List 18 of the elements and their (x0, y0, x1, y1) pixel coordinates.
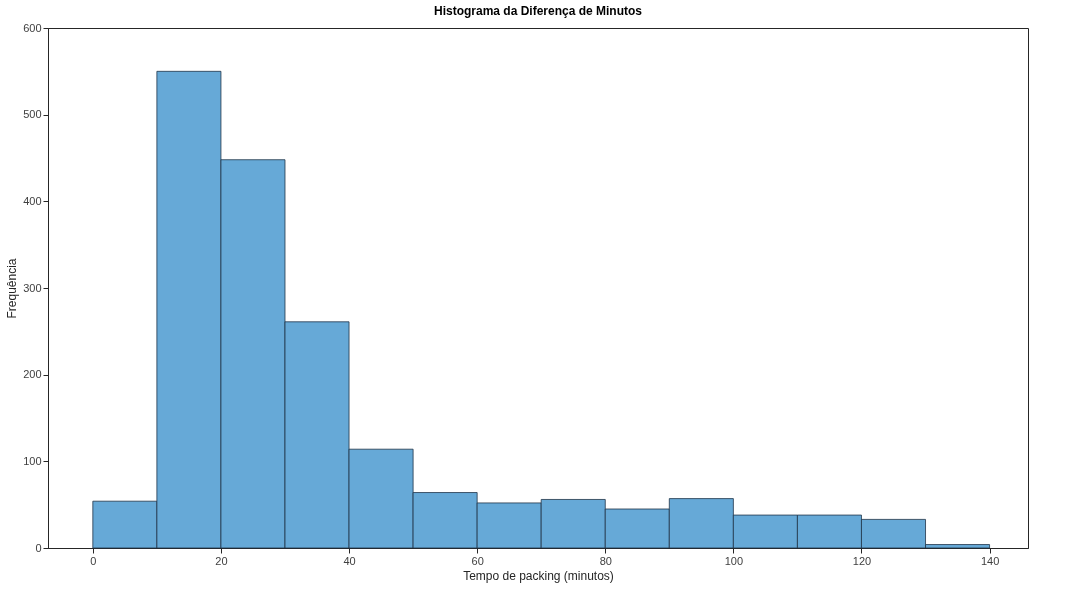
x-tick-label: 80 (599, 554, 612, 567)
y-tick-label: 200 (23, 368, 42, 381)
y-tick-label: 500 (23, 108, 42, 121)
y-tick-label: 0 (35, 541, 42, 554)
x-tick-label: 120 (852, 554, 872, 567)
y-axis-title: Frequência (5, 258, 20, 319)
x-tick-label: 140 (980, 554, 1000, 567)
x-tick-label: 40 (343, 554, 356, 567)
y-tick-label: 100 (23, 454, 42, 467)
y-tick-label: 400 (23, 194, 42, 207)
x-tick-label: 60 (471, 554, 484, 567)
y-tick-label: 300 (23, 281, 42, 294)
y-tick-label: 600 (23, 21, 42, 34)
x-tick-label: 20 (215, 554, 228, 567)
x-tick-label: 100 (724, 554, 744, 567)
chart-title: Histograma da Diferença de Minutos (433, 4, 643, 18)
x-tick-label: 0 (90, 554, 97, 567)
x-axis-title: Tempo de packing (minutos) (463, 568, 614, 583)
